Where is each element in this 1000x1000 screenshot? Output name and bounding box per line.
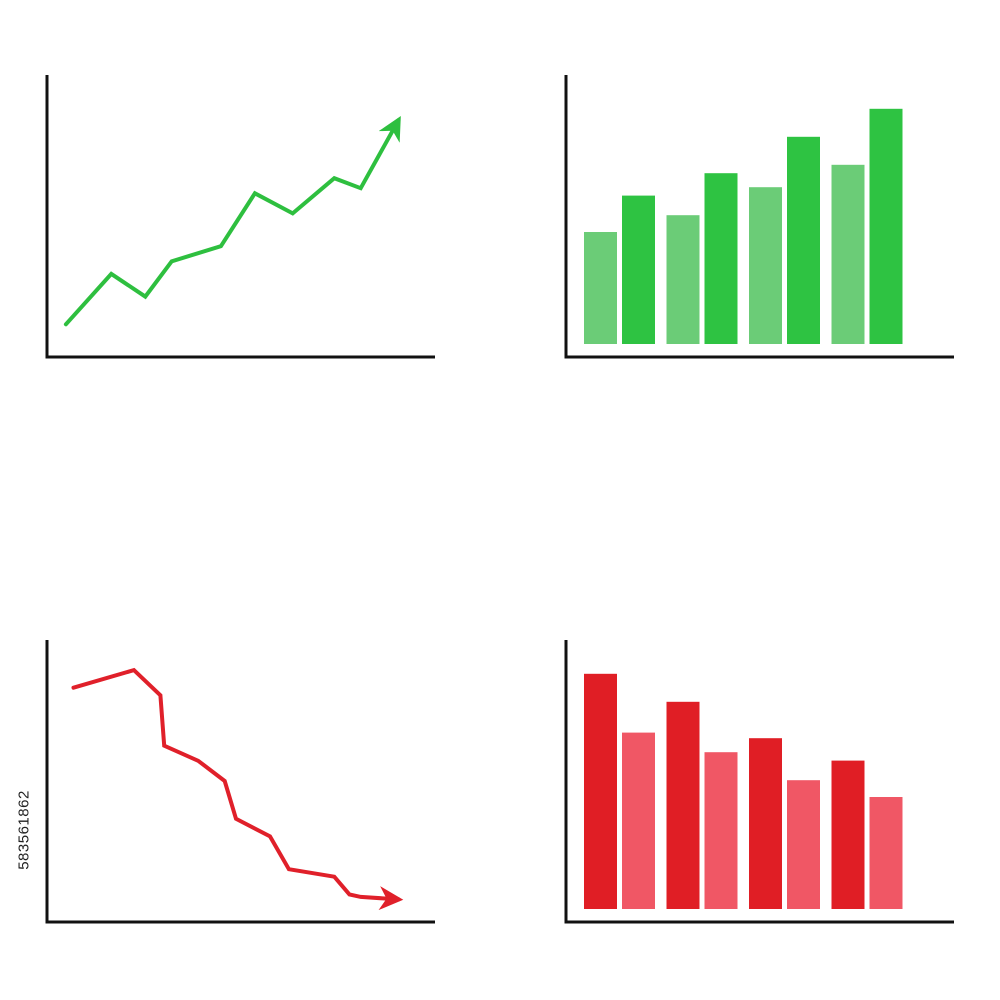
rising-line-chart [45,75,435,359]
bar-8 [869,108,903,344]
bar-7 [831,164,865,344]
falling-trend-line [71,667,404,911]
bar-2 [622,732,655,909]
bar-3 [666,701,700,909]
bar-5 [749,187,782,344]
stock-id-text: 583561862 [15,790,33,870]
bar-2 [622,195,655,344]
bar-6 [787,780,820,909]
bar-1 [584,232,617,344]
rising-bar-chart [564,75,954,359]
bar-1 [584,673,617,909]
bar-4 [704,173,738,344]
bar-4 [704,752,738,909]
bar-3 [666,215,700,344]
stock-id-label: 583561862 [14,760,34,900]
falling-line-chart [45,640,435,924]
rising-trend-line [63,116,401,327]
bar-7 [831,760,865,909]
falling-bar-chart [564,640,954,924]
bar-6 [787,136,820,344]
bar-5 [749,738,782,909]
bar-8 [869,797,903,909]
